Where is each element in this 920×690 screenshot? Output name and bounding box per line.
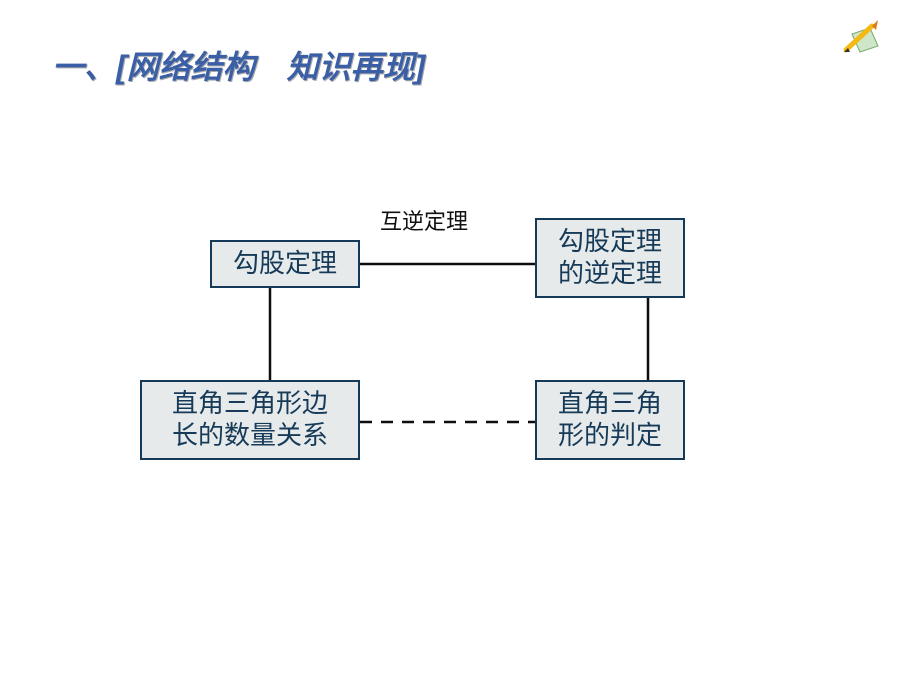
diagram-container: 勾股定理 勾股定理 的逆定理 直角三角形边 长的数量关系 直角三角 形的判定 互… — [140, 190, 780, 510]
node-right-triangle-side-relation: 直角三角形边 长的数量关系 — [140, 380, 360, 460]
node-gougu-theorem: 勾股定理 — [210, 240, 360, 288]
edge-label: 互逆定理 — [380, 204, 468, 236]
page-title: 一、[网络结构 知识再现] — [52, 42, 425, 88]
node-gougu-inverse: 勾股定理 的逆定理 — [535, 218, 685, 298]
pencil-paper-icon — [842, 20, 890, 56]
node-right-triangle-determination: 直角三角 形的判定 — [535, 380, 685, 460]
